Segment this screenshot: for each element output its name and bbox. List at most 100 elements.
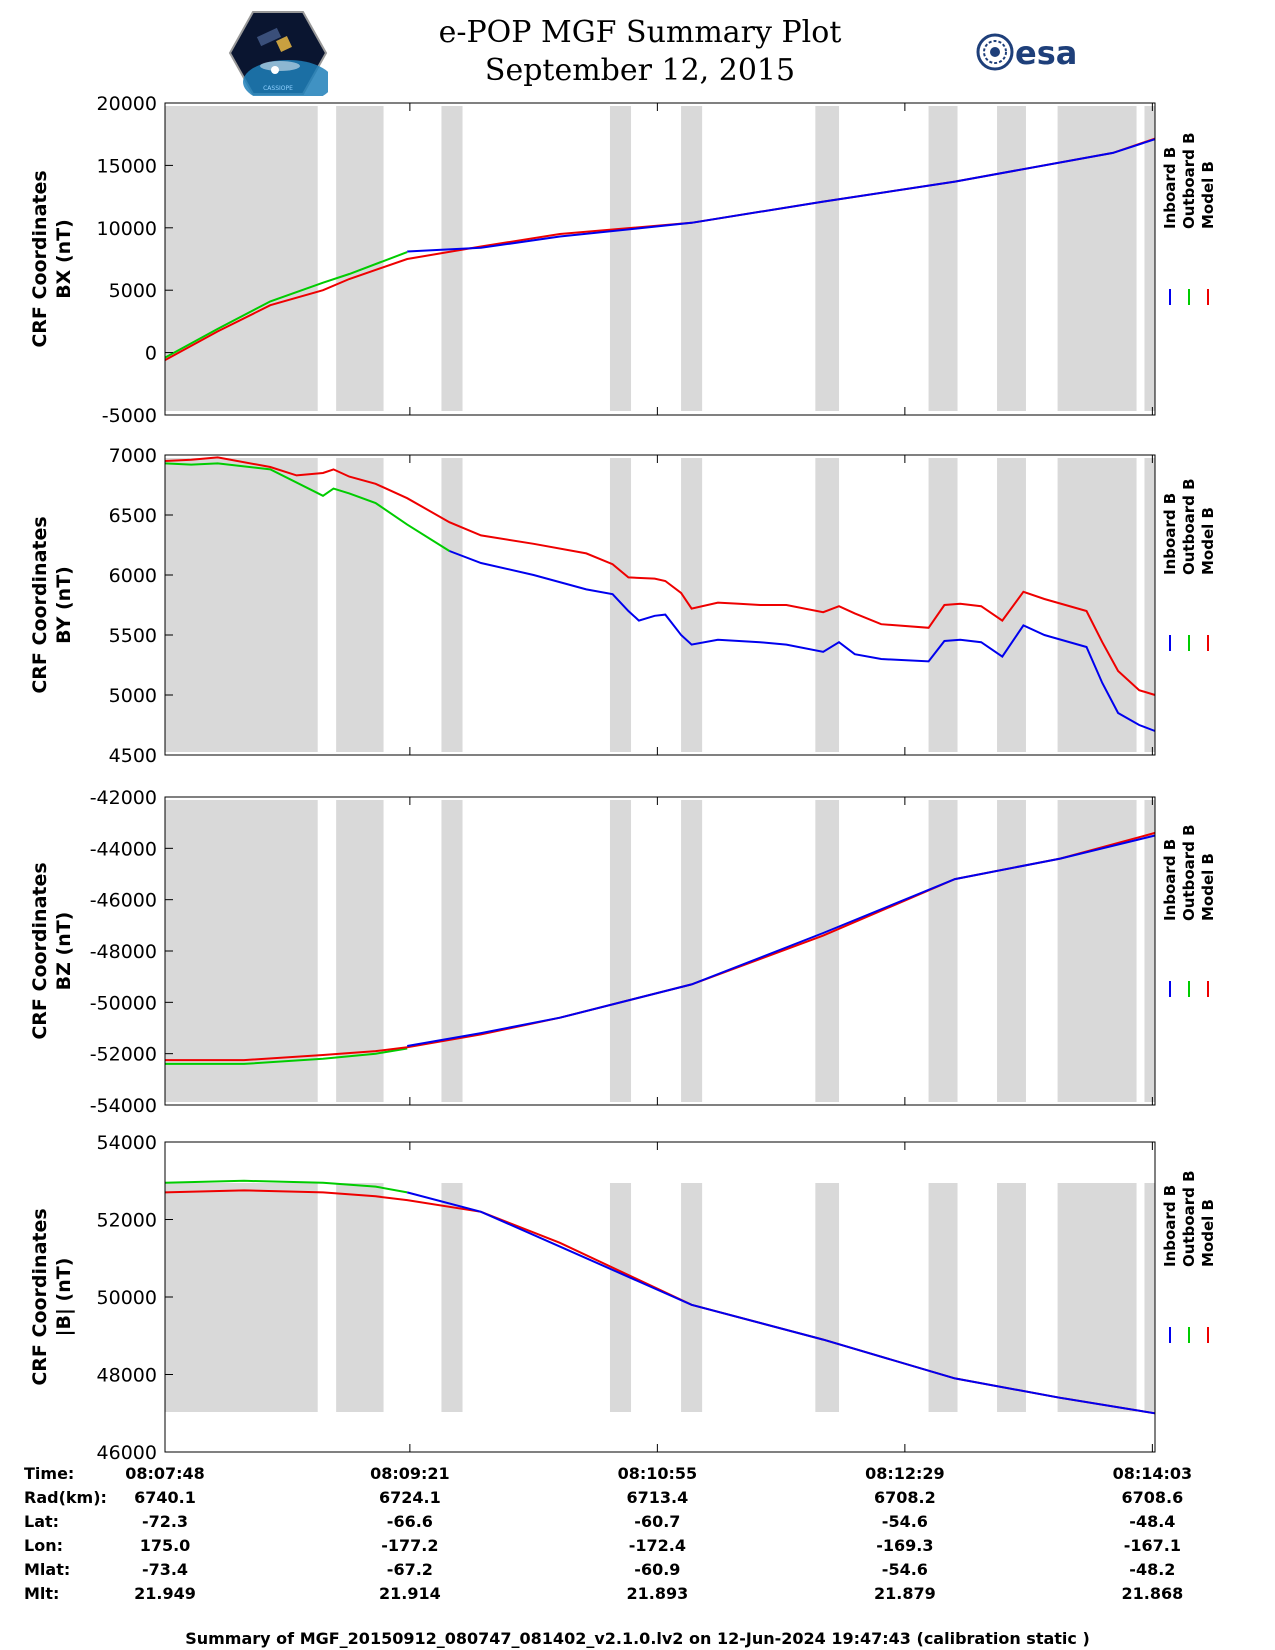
info-cell: 08:12:29 xyxy=(865,1464,945,1483)
y-tick-label: 5500 xyxy=(109,625,157,647)
data-gap-shading xyxy=(1057,458,1137,752)
info-cell: 6708.6 xyxy=(1121,1488,1184,1507)
y-tick-label: -46000 xyxy=(90,890,157,912)
series-line-inboard-b xyxy=(449,550,1156,732)
info-cell: 21.893 xyxy=(626,1584,689,1603)
y-tick-label: -48000 xyxy=(90,941,157,963)
data-gap-shading xyxy=(336,106,384,411)
y-tick-label: 0 xyxy=(145,343,157,365)
y-axis-label-line: CRF Coordinates xyxy=(29,1208,51,1385)
panel-4: 46000 48000 50000 52000 54000 CRF Coordinates… xyxy=(29,1132,1217,1464)
series-line-inboard-b xyxy=(407,138,1156,253)
y-axis-label-line: CRF Coordinates xyxy=(29,862,51,1039)
info-cell: -177.2 xyxy=(381,1536,439,1555)
y-axis-label-line: CRF Coordinates xyxy=(29,170,51,347)
data-gap-shading xyxy=(997,106,1026,411)
y-tick-label: 6500 xyxy=(109,505,157,527)
info-cell: -60.9 xyxy=(634,1560,681,1579)
info-row: Rad(km): 6740.1 6724.1 6713.4 6708.2 6708.6 xyxy=(0,1488,1275,1512)
y-tick-label: -44000 xyxy=(90,838,157,860)
data-gap-shading xyxy=(1144,458,1155,752)
y-tick-label: 4500 xyxy=(109,745,157,767)
info-cell: 21.949 xyxy=(134,1584,196,1603)
info-row: Lat: -72.3 -66.6 -60.7 -54.6 -48.4 xyxy=(0,1512,1275,1536)
y-tick-label: -42000 xyxy=(90,787,157,809)
data-gap-shading xyxy=(681,458,703,752)
y-axis-label-line: CRF Coordinates xyxy=(29,516,51,693)
y-tick-label: 6000 xyxy=(109,565,157,587)
y-tick-label: 54000 xyxy=(97,1132,157,1154)
info-cell: -48.4 xyxy=(1129,1512,1176,1531)
title-block: e-POP MGF Summary Plot September 12, 201… xyxy=(380,14,900,90)
series-line-outboard-b xyxy=(164,251,408,359)
info-cell: -167.1 xyxy=(1123,1536,1181,1555)
info-cell: 21.914 xyxy=(378,1584,441,1603)
info-row: Lon: 175.0 -177.2 -172.4 -169.3 -167.1 xyxy=(0,1536,1275,1560)
cassiope-logo: CASSIOPE xyxy=(228,11,328,96)
info-cell: 175.0 xyxy=(139,1536,191,1555)
data-gap-shading xyxy=(928,800,958,1102)
y-axis-label: CRF Coordinates BZ (nT) xyxy=(29,862,75,1039)
info-row: Mlat: -73.4 -67.2 -60.9 -54.6 -48.2 xyxy=(0,1560,1275,1584)
data-gap-shading xyxy=(441,1183,463,1412)
plot-title: e-POP MGF Summary Plot xyxy=(438,15,842,50)
y-axis-label: CRF Coordinates BY (nT) xyxy=(29,516,75,693)
info-row-label: Lat: xyxy=(24,1512,60,1531)
info-cell: -169.3 xyxy=(876,1536,934,1555)
data-gap-shading xyxy=(997,800,1026,1102)
info-row-label: Mlt: xyxy=(24,1584,60,1603)
info-cell: 08:09:21 xyxy=(370,1464,450,1483)
info-cell: 08:07:48 xyxy=(125,1464,205,1483)
y-axis-label: CRF Coordinates BX (nT) xyxy=(29,170,75,347)
data-gap-shading xyxy=(165,106,318,411)
data-gap-shading xyxy=(441,800,463,1102)
legend-label: Inboard B xyxy=(1161,1185,1179,1267)
legend-label: Model B xyxy=(1199,507,1217,575)
y-axis-label-line: |B| (nT) xyxy=(53,1258,75,1337)
info-cell: -67.2 xyxy=(386,1560,433,1579)
series-line-model-b xyxy=(164,456,1156,696)
legend-label: Inboard B xyxy=(1161,147,1179,229)
info-cell: -54.6 xyxy=(881,1560,928,1579)
data-gap-shading xyxy=(165,800,318,1102)
data-gap-shading xyxy=(1144,1183,1155,1412)
plot-date: September 12, 2015 xyxy=(484,53,796,88)
series-line-outboard-b xyxy=(164,1179,408,1194)
legend-label: Inboard B xyxy=(1161,493,1179,575)
info-cell: -172.4 xyxy=(628,1536,686,1555)
info-cell: -60.7 xyxy=(634,1512,681,1531)
data-gap-shading xyxy=(681,106,703,411)
series-line-outboard-b xyxy=(164,462,450,552)
data-gap-shading xyxy=(609,1183,632,1412)
info-cell: 6708.2 xyxy=(873,1488,936,1507)
y-tick-label: 20000 xyxy=(97,93,157,115)
info-row-label: Lon: xyxy=(24,1536,63,1555)
data-gap-shading xyxy=(681,800,703,1102)
esa-logo: esa xyxy=(976,33,1077,72)
info-row-label: Time: xyxy=(24,1464,75,1483)
data-gap-shading xyxy=(815,458,840,752)
info-cell: -72.3 xyxy=(141,1512,189,1531)
info-cell: 21.868 xyxy=(1121,1584,1184,1603)
data-gap-shading xyxy=(1057,1183,1137,1412)
series-line-inboard-b xyxy=(406,1191,1156,1415)
data-gap-shading xyxy=(165,458,318,752)
info-row-label: Rad(km): xyxy=(24,1488,107,1507)
legend-label: Model B xyxy=(1199,161,1217,229)
info-row-label: Mlat: xyxy=(24,1560,71,1579)
data-gap-shading xyxy=(609,800,632,1102)
data-gap-shading xyxy=(609,106,632,411)
panel-3: -54000 -52000 -50000 -48000 -46000 -44000 -420… xyxy=(29,787,1217,1117)
info-cell: -48.2 xyxy=(1129,1560,1176,1579)
y-tick-label: 7000 xyxy=(109,445,157,467)
series-line-outboard-b xyxy=(165,1047,408,1065)
info-row: Mlt: 21.949 21.914 21.893 21.879 21.868 xyxy=(0,1584,1275,1608)
data-gap-shading xyxy=(165,1183,318,1412)
y-tick-label: 52000 xyxy=(97,1210,157,1232)
cassiope-e-mark xyxy=(271,66,279,74)
panel-1: -5000 0 5000 10000 15000 20000 CRF Coordinates… xyxy=(29,93,1217,427)
y-axis-label: CRF Coordinates |B| (nT) xyxy=(29,1208,75,1385)
data-gap-shading xyxy=(441,458,463,752)
data-gap-shading xyxy=(928,1183,958,1412)
